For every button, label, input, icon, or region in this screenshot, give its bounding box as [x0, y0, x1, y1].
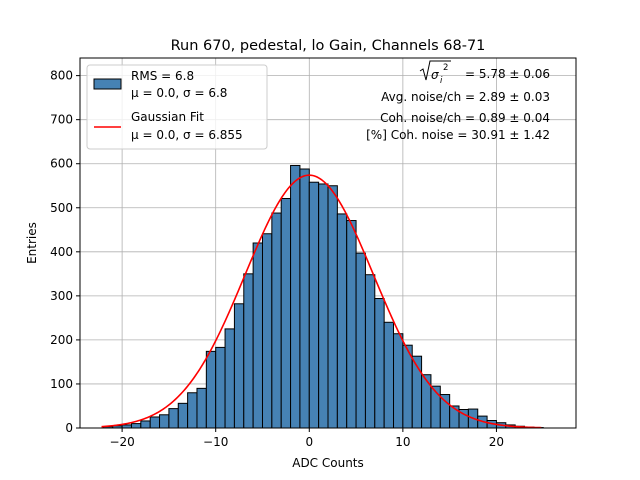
histogram-bar: [149, 416, 161, 429]
histogram-bar: [364, 274, 376, 429]
histogram-bar: [205, 350, 217, 429]
noise-annotations: σ i 2 = 5.78 ± 0.06 Avg. noise/ch = 2.89…: [366, 60, 550, 142]
coh-noise-text: Coh. noise/ch = 0.89 ± 0.04: [380, 111, 550, 125]
y-tick-label: 300: [50, 289, 73, 303]
histogram-bar: [402, 344, 413, 429]
legend-fit-label: Gaussian Fit: [131, 110, 204, 124]
histogram-bar: [439, 394, 451, 429]
y-tick-label: 500: [50, 201, 73, 215]
y-tick-label: 400: [50, 245, 73, 259]
histogram-bar: [421, 374, 432, 429]
sigma-subscript: i: [440, 76, 443, 86]
y-tick-label: 200: [50, 333, 73, 347]
x-tick-label: 20: [489, 435, 504, 449]
legend-box: [86, 64, 268, 150]
histogram-bar: [318, 183, 329, 429]
x-tick-label: −10: [203, 435, 228, 449]
chart-title: Run 670, pedestal, lo Gain, Channels 68-…: [171, 38, 486, 54]
histogram-bar: [271, 212, 282, 429]
sigma-symbol: σ: [431, 68, 439, 82]
histogram-bar: [215, 346, 226, 429]
histogram-bar: [374, 298, 385, 429]
histogram-bar: [355, 252, 366, 429]
histogram-bar: [140, 420, 151, 429]
histogram-bar: [168, 408, 179, 429]
histogram-bar: [187, 392, 198, 429]
histogram-bar: [224, 328, 235, 429]
legend-histogram-params: μ = 0.0, σ = 6.8: [131, 86, 227, 100]
sigma-superscript: 2: [443, 63, 448, 73]
histogram-bar: [196, 387, 207, 429]
x-axis-ticks: −20 −10 0 10 20: [109, 428, 504, 449]
y-axis-label: Entries: [25, 222, 39, 264]
legend-histogram-swatch: [93, 78, 122, 90]
histogram-bar: [299, 168, 310, 429]
histogram-bar: [280, 198, 292, 429]
legend-fit-params: μ = 0.0, σ = 6.855: [131, 128, 243, 142]
histogram-bar: [308, 181, 320, 429]
histogram-bar: [159, 414, 170, 429]
coh-noise-percent-text: [%] Coh. noise = 30.91 ± 1.42: [366, 128, 550, 142]
histogram-bar: [243, 273, 254, 429]
legend-histogram-label: RMS = 6.8: [131, 69, 194, 83]
histogram-bar: [261, 233, 273, 429]
y-tick-label: 700: [50, 113, 73, 127]
histogram-bar: [383, 321, 395, 429]
plot-frame: [79, 57, 577, 429]
x-tick-label: 10: [395, 435, 410, 449]
y-tick-label: 600: [50, 157, 73, 171]
x-tick-label: 0: [305, 435, 313, 449]
histogram-bar: [290, 164, 301, 429]
sqrt-symbol: [419, 60, 451, 81]
histogram-bar: [346, 220, 357, 429]
x-tick-label: −20: [109, 435, 134, 449]
y-tick-label: 0: [65, 421, 73, 435]
y-axis-ticks: 0 100 200 300 400 500 600 700 800: [50, 69, 80, 435]
histogram-bar: [252, 242, 263, 429]
histogram-bar: [130, 423, 142, 429]
legend: RMS = 6.8 μ = 0.0, σ = 6.8 Gaussian Fit …: [86, 64, 268, 150]
total-noise-value: = 5.78 ± 0.06: [465, 67, 550, 81]
gaussian-fit-curve: [101, 174, 542, 429]
histogram-bars: [102, 164, 544, 429]
y-tick-label: 100: [50, 377, 73, 391]
histogram-bar: [233, 303, 245, 429]
histogram-bar: [393, 333, 404, 429]
histogram-bar: [177, 402, 189, 429]
x-axis-label: ADC Counts: [292, 456, 364, 470]
histogram-bar: [336, 213, 348, 429]
y-tick-label: 800: [50, 69, 73, 83]
histogram-bar: [327, 185, 338, 429]
avg-noise-text: Avg. noise/ch = 2.89 ± 0.03: [381, 90, 550, 104]
sigma-formula: σ i 2: [419, 60, 451, 86]
